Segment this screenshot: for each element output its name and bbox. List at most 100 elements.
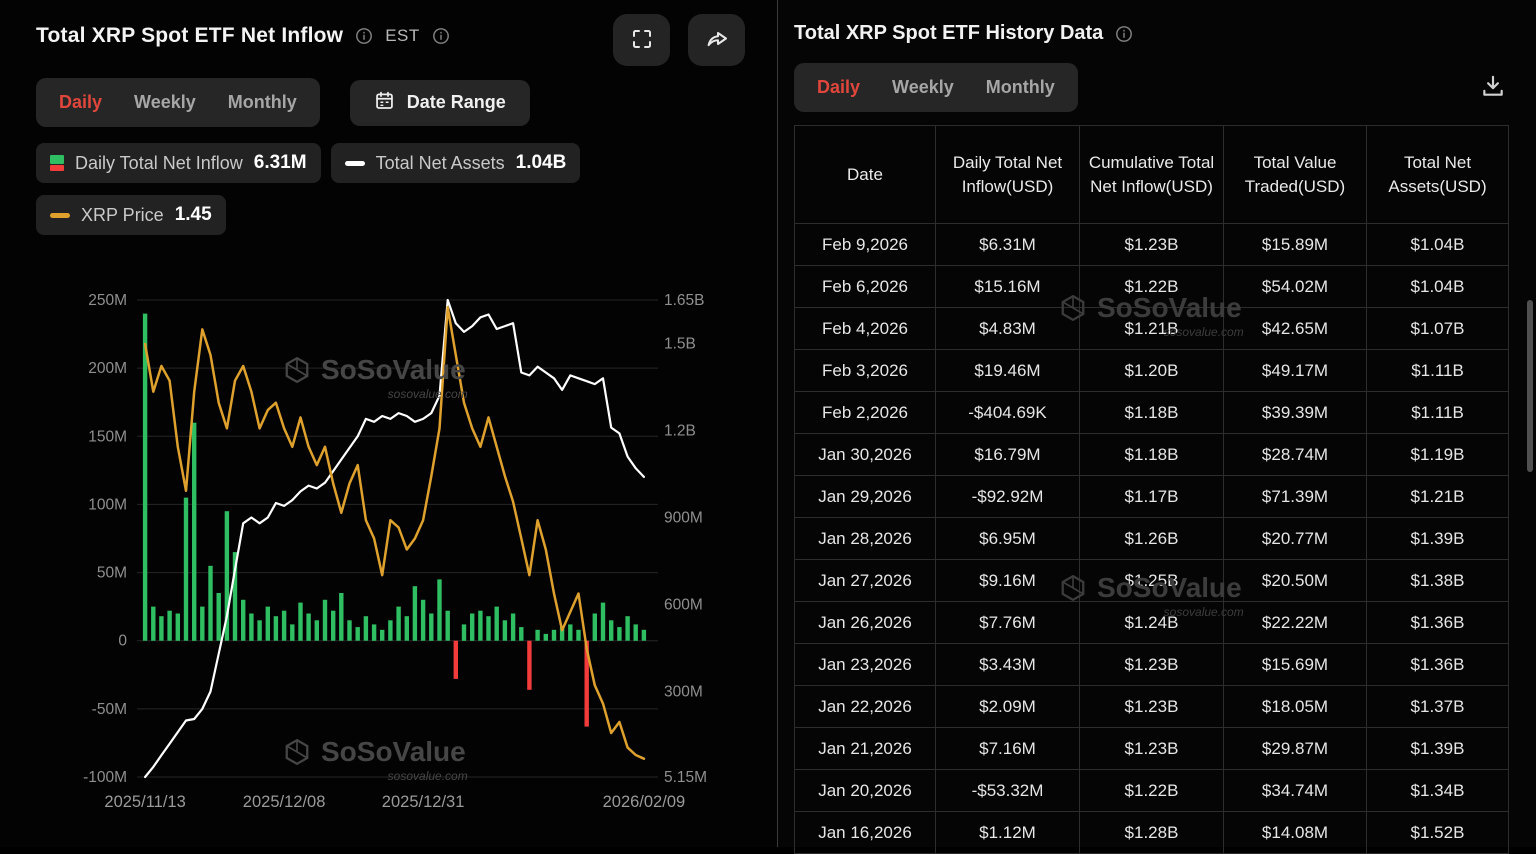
inflow-chart-svg: 250M 200M 150M 100M 50M 0 -50M -100M 1.65B 1.5B 1.… — [83, 292, 707, 811]
price-line-icon — [50, 212, 70, 218]
download-button[interactable] — [1476, 69, 1510, 106]
inflow-cell: $19.46M — [935, 349, 1080, 392]
date-cell: Feb 2,2026 — [794, 391, 936, 434]
date-cell: Feb 4,2026 — [794, 307, 936, 350]
inflow-cell: $1.12M — [935, 811, 1080, 854]
svg-text:50M: 50M — [97, 565, 127, 582]
tab-weekly[interactable]: Weekly — [119, 84, 211, 121]
traded-cell: $29.87M — [1223, 727, 1367, 770]
column-header-daily-inflow: Daily Total Net Inflow(USD) — [935, 125, 1080, 224]
inflow-cell: $2.09M — [935, 685, 1080, 728]
assets-cell: $1.36B — [1366, 601, 1509, 644]
assets-cell: $1.36B — [1366, 643, 1509, 686]
svg-text:-100M: -100M — [83, 769, 127, 786]
inflow-cell: $7.76M — [935, 601, 1080, 644]
svg-text:1.5B: 1.5B — [664, 336, 696, 353]
svg-text:2025/11/13: 2025/11/13 — [104, 793, 185, 811]
svg-text:0: 0 — [118, 633, 127, 650]
date-range-button[interactable]: Date Range — [349, 79, 530, 126]
assets-cell: $1.19B — [1366, 433, 1509, 476]
legend-price-label: XRP Price — [81, 204, 164, 225]
chart-legend: Daily Total Net Inflow 6.31M Total Net A… — [36, 143, 726, 235]
assets-cell: $1.07B — [1366, 307, 1509, 350]
assets-line-icon — [344, 160, 365, 166]
cumulative-cell: $1.17B — [1079, 475, 1224, 518]
date-cell: Jan 29,2026 — [794, 475, 936, 518]
traded-cell: $14.08M — [1223, 811, 1367, 854]
share-button[interactable] — [688, 14, 745, 66]
legend-total-net-assets[interactable]: Total Net Assets 1.04B — [330, 143, 581, 183]
timezone-info-icon[interactable] — [432, 27, 450, 45]
title-info-icon[interactable] — [355, 27, 373, 45]
history-title: Total XRP Spot ETF History Data — [794, 22, 1104, 44]
table-row: Jan 29,2026 -$92.92M $1.17B $71.39M $1.21B — [794, 475, 1509, 518]
fullscreen-icon — [630, 27, 654, 54]
legend-inflow-value: 6.31M — [253, 152, 307, 173]
table-row: Jan 23,2026 $3.43M $1.23B $15.69M $1.36B — [794, 643, 1509, 686]
table-row: Jan 21,2026 $7.16M $1.23B $29.87M $1.39B — [794, 727, 1509, 770]
date-cell: Jan 23,2026 — [794, 643, 936, 686]
date-cell: Jan 30,2026 — [794, 433, 936, 476]
svg-text:2026/02/09: 2026/02/09 — [603, 793, 686, 811]
column-header-value-traded: Total Value Traded(USD) — [1223, 125, 1367, 224]
svg-text:5.15M: 5.15M — [664, 769, 707, 786]
net-inflow-chart[interactable]: 250M 200M 150M 100M 50M 0 -50M -100M 1.65B 1.5B 1.… — [36, 268, 744, 824]
inflow-cell: $16.79M — [935, 433, 1080, 476]
history-tab-daily[interactable]: Daily — [802, 69, 875, 106]
cumulative-cell: $1.23B — [1079, 223, 1224, 266]
history-info-icon[interactable] — [1115, 25, 1133, 43]
fullscreen-button[interactable] — [613, 14, 670, 66]
history-tab-weekly[interactable]: Weekly — [877, 69, 969, 106]
cumulative-cell: $1.25B — [1079, 559, 1224, 602]
cumulative-cell: $1.22B — [1079, 769, 1224, 812]
legend-assets-value: 1.04B — [515, 152, 567, 173]
right-panel-header: Total XRP Spot ETF History Data — [794, 22, 1510, 45]
assets-cell: $1.11B — [1366, 349, 1509, 392]
column-header-cumulative-inflow: Cumulative Total Net Inflow(USD) — [1079, 125, 1224, 224]
date-cell: Feb 6,2026 — [794, 265, 936, 308]
svg-text:200M: 200M — [88, 360, 127, 377]
date-cell: Jan 20,2026 — [794, 769, 936, 812]
table-row: Jan 20,2026 -$53.32M $1.22B $34.74M $1.34B — [794, 769, 1509, 812]
svg-text:1.65B: 1.65B — [664, 292, 705, 309]
legend-daily-net-inflow[interactable]: Daily Total Net Inflow 6.31M — [36, 143, 321, 183]
history-table-body: Feb 9,2026 $6.31M $1.23B $15.89M $1.04B Feb 6… — [794, 223, 1509, 854]
table-row: Feb 4,2026 $4.83M $1.21B $42.65M $1.07B — [794, 307, 1509, 350]
assets-cell: $1.04B — [1366, 265, 1509, 308]
traded-cell: $15.89M — [1223, 223, 1367, 266]
share-icon — [705, 27, 729, 54]
bar-series-icon — [50, 155, 64, 171]
date-cell: Jan 16,2026 — [794, 811, 936, 854]
date-cell: Jan 26,2026 — [794, 601, 936, 644]
table-row: Jan 26,2026 $7.76M $1.24B $22.22M $1.36B — [794, 601, 1509, 644]
calendar-icon — [374, 90, 395, 116]
traded-cell: $20.50M — [1223, 559, 1367, 602]
assets-cell: $1.34B — [1366, 769, 1509, 812]
history-tab-monthly[interactable]: Monthly — [971, 69, 1070, 106]
traded-cell: $39.39M — [1223, 391, 1367, 434]
legend-xrp-price[interactable]: XRP Price 1.45 — [36, 195, 226, 235]
assets-cell: $1.11B — [1366, 391, 1509, 434]
traded-cell: $71.39M — [1223, 475, 1367, 518]
page-title: Total XRP Spot ETF Net Inflow — [36, 24, 344, 47]
svg-text:2025/12/31: 2025/12/31 — [382, 793, 465, 811]
svg-text:100M: 100M — [88, 496, 127, 513]
traded-cell: $49.17M — [1223, 349, 1367, 392]
tab-monthly[interactable]: Monthly — [213, 84, 312, 121]
tab-daily[interactable]: Daily — [44, 84, 117, 121]
traded-cell: $28.74M — [1223, 433, 1367, 476]
table-scrollbar[interactable] — [1527, 300, 1533, 472]
inflow-cell: -$92.92M — [935, 475, 1080, 518]
cumulative-cell: $1.18B — [1079, 433, 1224, 476]
inflow-cell: -$404.69K — [935, 391, 1080, 434]
svg-text:2025/12/08: 2025/12/08 — [243, 793, 326, 811]
assets-cell: $1.21B — [1366, 475, 1509, 518]
assets-cell: $1.52B — [1366, 811, 1509, 854]
assets-cell: $1.39B — [1366, 727, 1509, 770]
table-row: Jan 22,2026 $2.09M $1.23B $18.05M $1.37B — [794, 685, 1509, 728]
inflow-cell: $15.16M — [935, 265, 1080, 308]
timezone-label: EST — [385, 26, 420, 45]
history-table-head: Date Daily Total Net Inflow(USD) Cumulat… — [794, 125, 1509, 224]
traded-cell: $54.02M — [1223, 265, 1367, 308]
svg-text:-50M: -50M — [92, 701, 127, 718]
